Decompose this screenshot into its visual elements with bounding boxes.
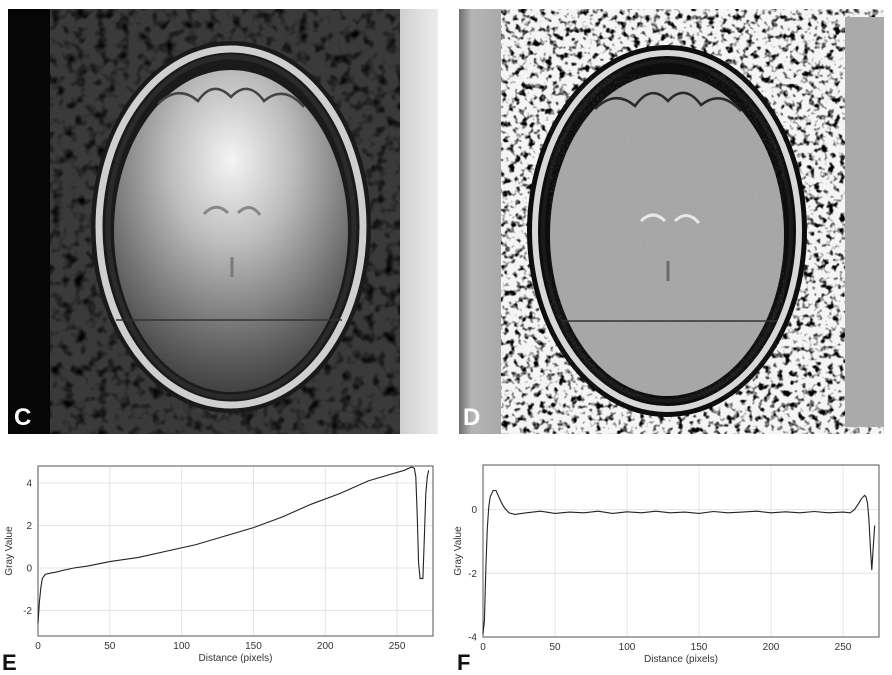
y-tick-label: -4 — [468, 633, 477, 644]
series-line — [37, 466, 430, 624]
x-axis-title: Distance (pixels) — [199, 653, 273, 664]
chart-e-svg: 0 50 100 150 200 250 -2 0 2 4 Distance (pixels) Gra… — [4, 465, 434, 664]
series-line — [482, 489, 876, 634]
x-tick-label: 0 — [35, 641, 41, 652]
brain-region-c — [114, 70, 348, 392]
chart-e: 0 50 100 150 200 250 -2 0 2 4 Distance (pixels) Gra… — [0, 460, 445, 674]
y-tick-label: -2 — [23, 606, 32, 617]
panel-label-d: D — [463, 404, 481, 431]
mri-image-c — [8, 9, 438, 434]
x-tick-label: 250 — [389, 641, 406, 652]
x-tick-label: 150 — [245, 641, 262, 652]
y-tick-label: 0 — [471, 505, 477, 516]
y-tick-label: -2 — [468, 569, 477, 580]
x-tick-label: 200 — [317, 641, 334, 652]
mri-image-d — [459, 9, 884, 434]
chart-letter-f: F — [457, 650, 471, 675]
right-light-band — [400, 9, 438, 434]
left-gray-band — [459, 9, 501, 434]
plot-frame — [37, 465, 434, 637]
panel-label-c: C — [14, 404, 32, 431]
plot-frame — [482, 464, 880, 638]
x-tick-label: 50 — [104, 641, 116, 652]
y-tick-label: 0 — [26, 564, 32, 575]
right-gray-band — [845, 17, 884, 427]
x-tick-label: 100 — [173, 641, 190, 652]
grid-lines — [37, 466, 433, 636]
chart-f-svg: 0 50 100 150 200 250 -4 -2 0 Distance (pixels) Gra… — [453, 464, 880, 665]
x-tick-label: 150 — [691, 642, 708, 653]
y-axis-title: Gray Value — [4, 526, 15, 576]
mri-panel-c: C — [8, 9, 438, 434]
grid-lines — [482, 465, 879, 638]
chart-letter-e: E — [2, 650, 17, 675]
y-tick-label: 4 — [26, 479, 32, 490]
left-black-band — [8, 9, 50, 434]
x-tick-label: 250 — [835, 642, 852, 653]
x-tick-label: 100 — [619, 642, 636, 653]
y-axis-title: Gray Value — [453, 526, 464, 576]
x-tick-label: 200 — [763, 642, 780, 653]
mri-panel-d: D — [459, 9, 884, 434]
x-tick-label: 50 — [549, 642, 561, 653]
x-axis-title: Distance (pixels) — [644, 654, 718, 665]
y-tick-label: 2 — [26, 521, 32, 532]
chart-f: 0 50 100 150 200 250 -4 -2 0 Distance (pixels) Gra… — [449, 460, 892, 674]
x-tick-label: 0 — [480, 642, 486, 653]
